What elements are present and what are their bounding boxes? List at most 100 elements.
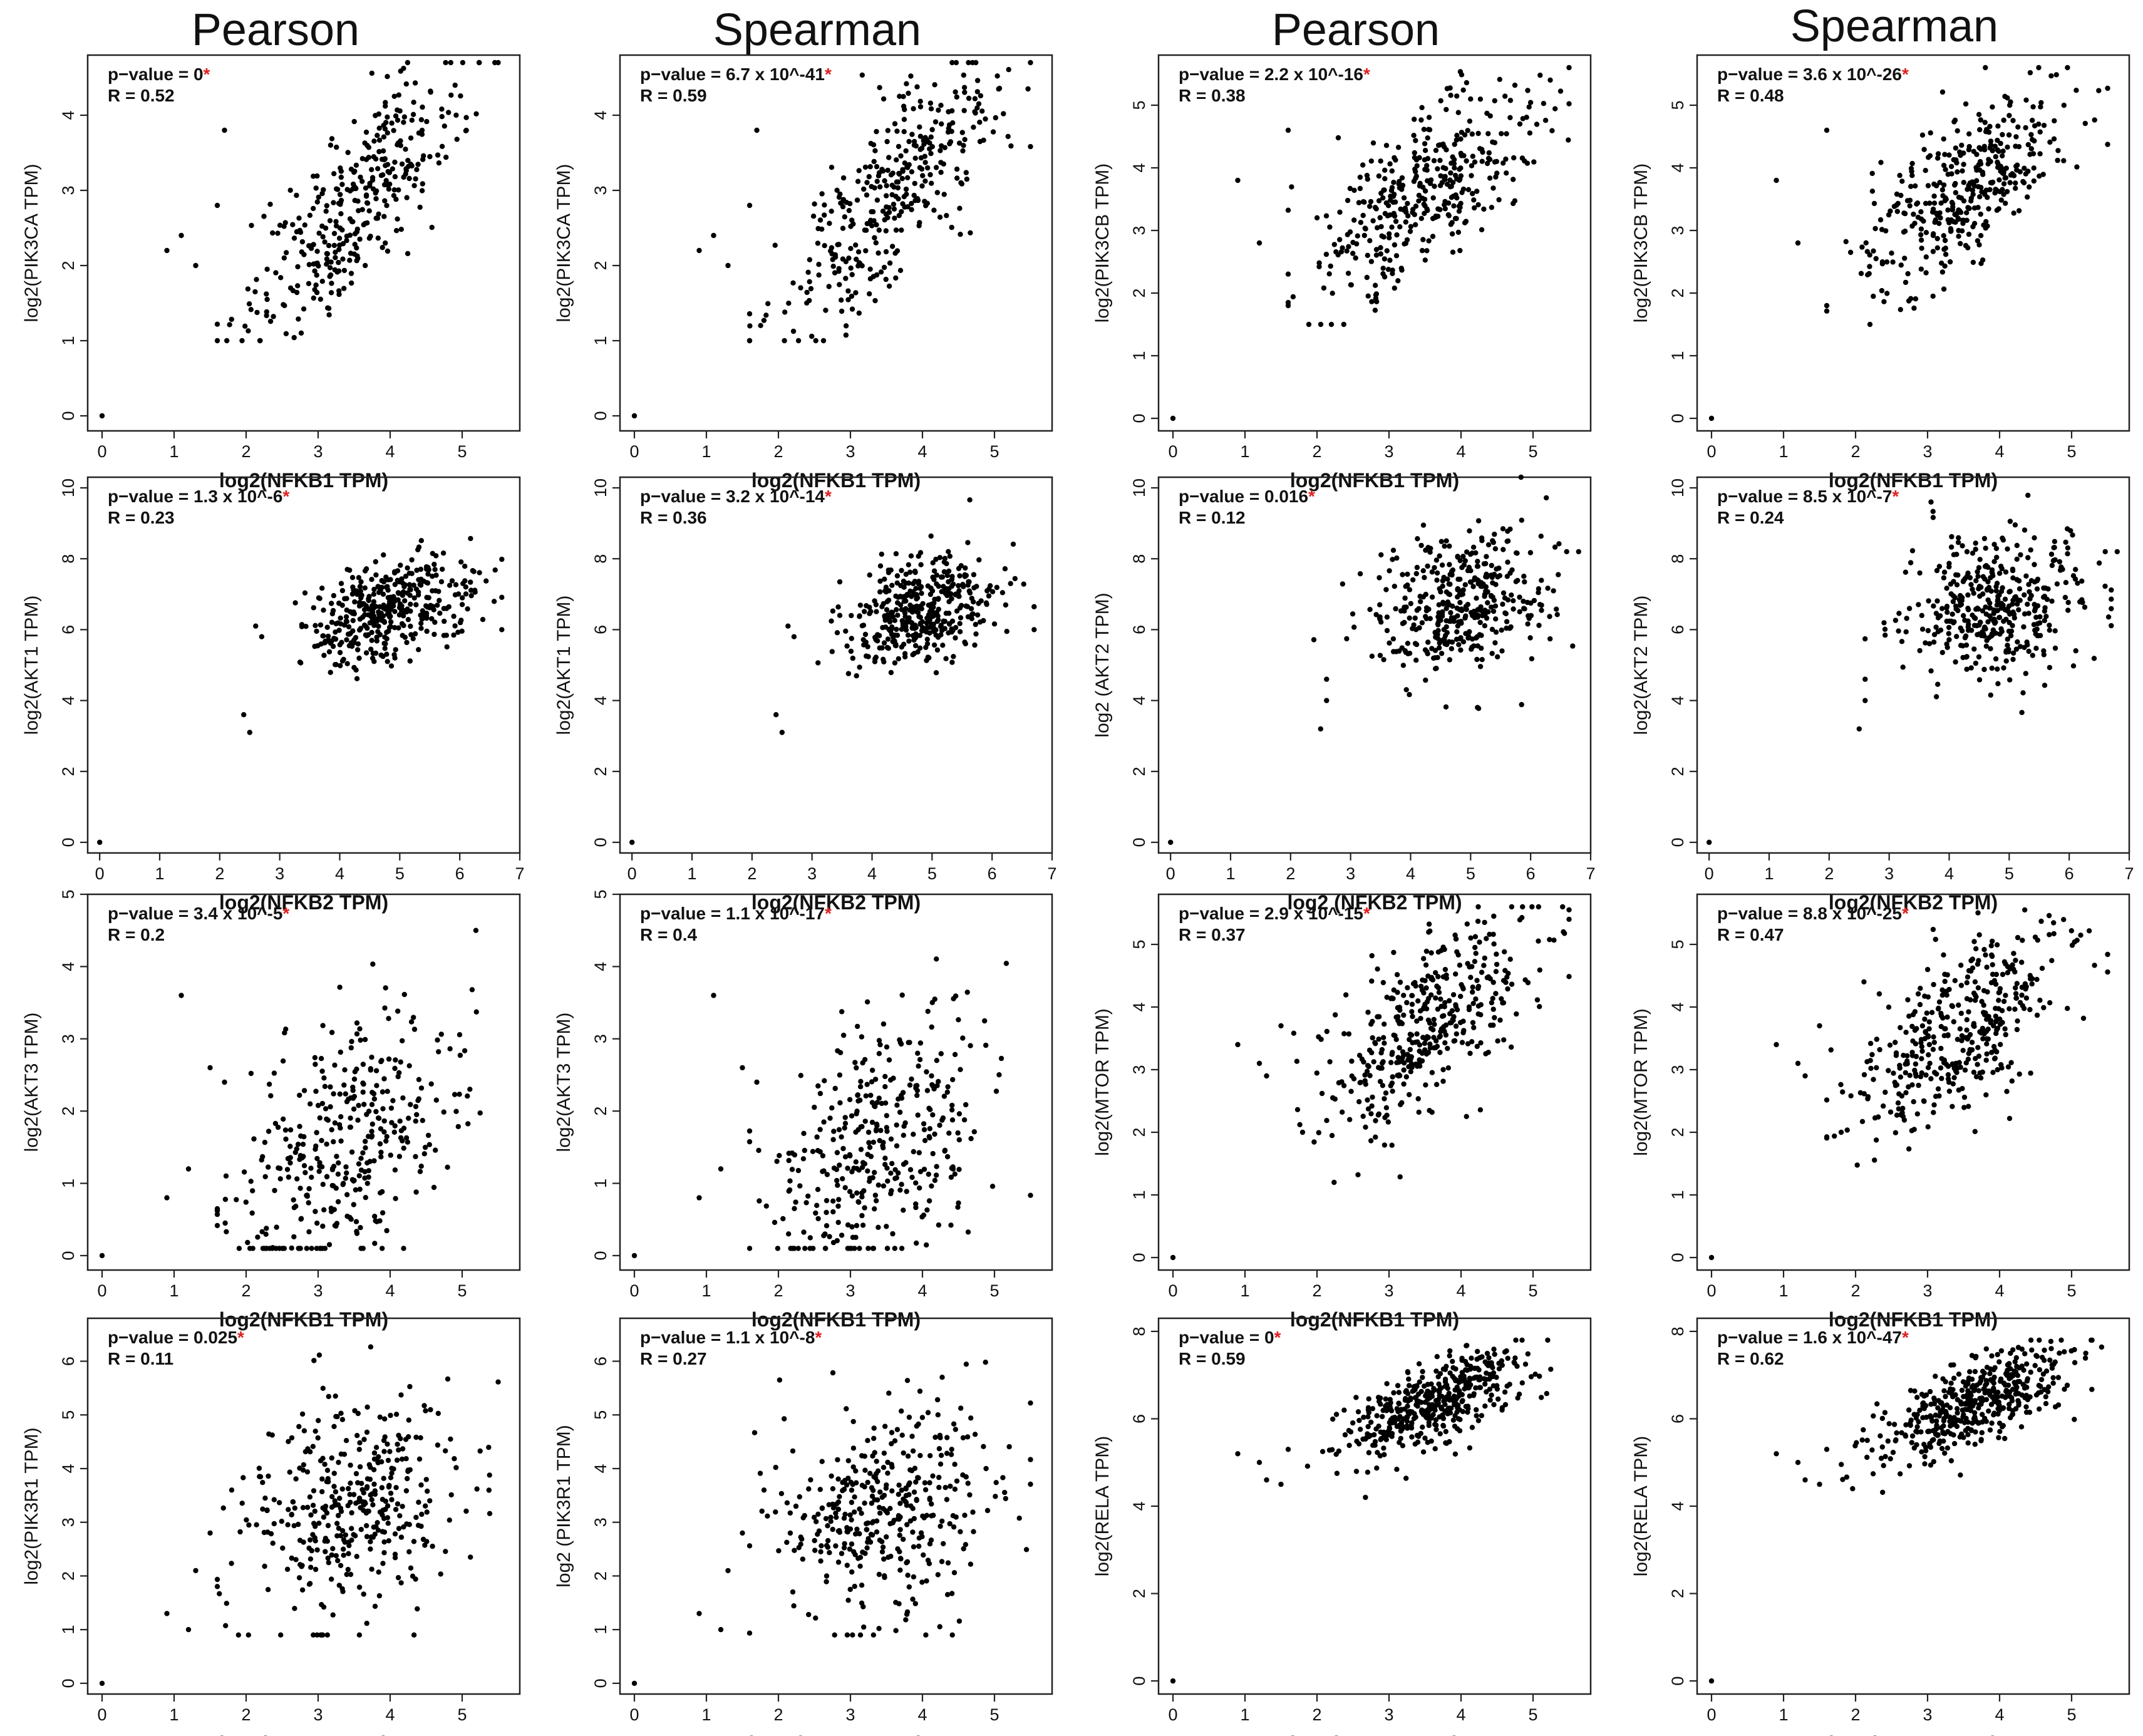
significance-star: *	[1308, 487, 1315, 506]
data-point	[1998, 140, 2003, 147]
y-tick-label: 2	[591, 767, 610, 776]
data-point	[1973, 546, 1978, 552]
data-point	[889, 244, 896, 249]
data-point	[2028, 132, 2034, 138]
data-point	[1953, 190, 1959, 195]
data-point	[2023, 125, 2028, 131]
data-point	[373, 215, 379, 221]
data-point	[1285, 207, 1291, 213]
data-point	[214, 1222, 220, 1229]
data-point	[1537, 1004, 1542, 1010]
y-tick-label: 3	[1130, 1065, 1149, 1074]
data-point	[433, 553, 439, 559]
data-point	[1365, 1097, 1370, 1103]
data-point	[2032, 535, 2037, 540]
data-point	[294, 1146, 299, 1152]
data-point	[1435, 974, 1441, 979]
data-point	[896, 212, 902, 219]
data-point	[400, 1038, 405, 1044]
data-point	[931, 207, 937, 213]
data-point	[1420, 184, 1426, 190]
data-point	[2065, 551, 2070, 557]
data-point	[1510, 177, 1516, 182]
data-point	[1935, 615, 1941, 621]
data-point	[1985, 195, 1990, 200]
data-point	[926, 1171, 932, 1177]
data-point	[934, 609, 940, 616]
data-point	[807, 279, 812, 284]
data-point	[884, 1165, 890, 1171]
data-point	[1402, 241, 1407, 247]
y-tick-label: 0	[591, 1251, 610, 1260]
data-point	[982, 1018, 988, 1024]
data-point	[2034, 586, 2040, 592]
data-point	[899, 1246, 905, 1251]
data-point	[904, 81, 909, 86]
data-point	[267, 202, 273, 207]
data-point	[1370, 1035, 1375, 1041]
data-point	[1961, 180, 1966, 185]
data-point	[935, 596, 941, 602]
data-point	[1980, 1069, 1985, 1075]
data-point	[1976, 677, 1983, 683]
data-point	[1373, 1118, 1378, 1124]
data-point	[473, 927, 479, 933]
data-point	[1414, 564, 1420, 571]
data-point	[915, 1050, 921, 1057]
data-point	[837, 282, 842, 287]
data-point	[1333, 249, 1339, 255]
data-point	[1391, 180, 1397, 185]
data-point	[1395, 145, 1402, 150]
data-point	[320, 1023, 326, 1028]
data-point	[312, 623, 318, 628]
data-point	[938, 103, 944, 108]
data-point	[2008, 633, 2014, 639]
data-point	[463, 584, 468, 590]
data-point	[1459, 1040, 1465, 1045]
data-point	[1939, 269, 1946, 275]
data-point	[1437, 640, 1442, 646]
data-point	[971, 599, 976, 605]
data-point	[1967, 180, 1973, 186]
data-point	[1958, 599, 1963, 605]
data-point	[922, 135, 928, 140]
data-point	[965, 540, 971, 545]
data-point	[817, 1127, 823, 1132]
data-point	[1949, 1103, 1955, 1110]
data-point	[254, 277, 259, 282]
data-point	[1449, 572, 1455, 578]
data-point	[1392, 199, 1398, 205]
data-point	[1412, 641, 1418, 646]
data-point	[928, 151, 934, 157]
data-point	[359, 178, 365, 184]
data-point	[885, 215, 891, 220]
data-point	[457, 1092, 462, 1097]
p-value-annotation: p−value = 3.6 x 10^-26*	[1717, 65, 1909, 84]
data-point	[348, 1115, 353, 1121]
data-point	[1368, 158, 1374, 164]
data-point	[845, 1165, 850, 1171]
data-point	[1952, 595, 1958, 601]
data-point	[408, 601, 413, 607]
data-point	[392, 569, 398, 575]
data-point	[890, 639, 896, 644]
data-point	[360, 1062, 366, 1067]
data-point	[2105, 951, 2110, 958]
x-tick-label: 1	[1226, 864, 1235, 883]
data-point	[934, 572, 940, 578]
data-point	[1966, 231, 1972, 237]
data-point	[994, 73, 1000, 79]
data-point	[1554, 606, 1559, 612]
data-point	[2006, 589, 2012, 595]
data-point	[908, 553, 914, 559]
data-point	[900, 167, 906, 173]
data-point	[1450, 567, 1456, 573]
data-point	[885, 167, 891, 173]
x-tick-label: 0	[1705, 864, 1714, 883]
data-point	[787, 1178, 793, 1184]
data-point	[302, 590, 308, 596]
data-point	[331, 230, 338, 236]
data-point	[935, 634, 941, 640]
data-point	[1448, 170, 1454, 176]
